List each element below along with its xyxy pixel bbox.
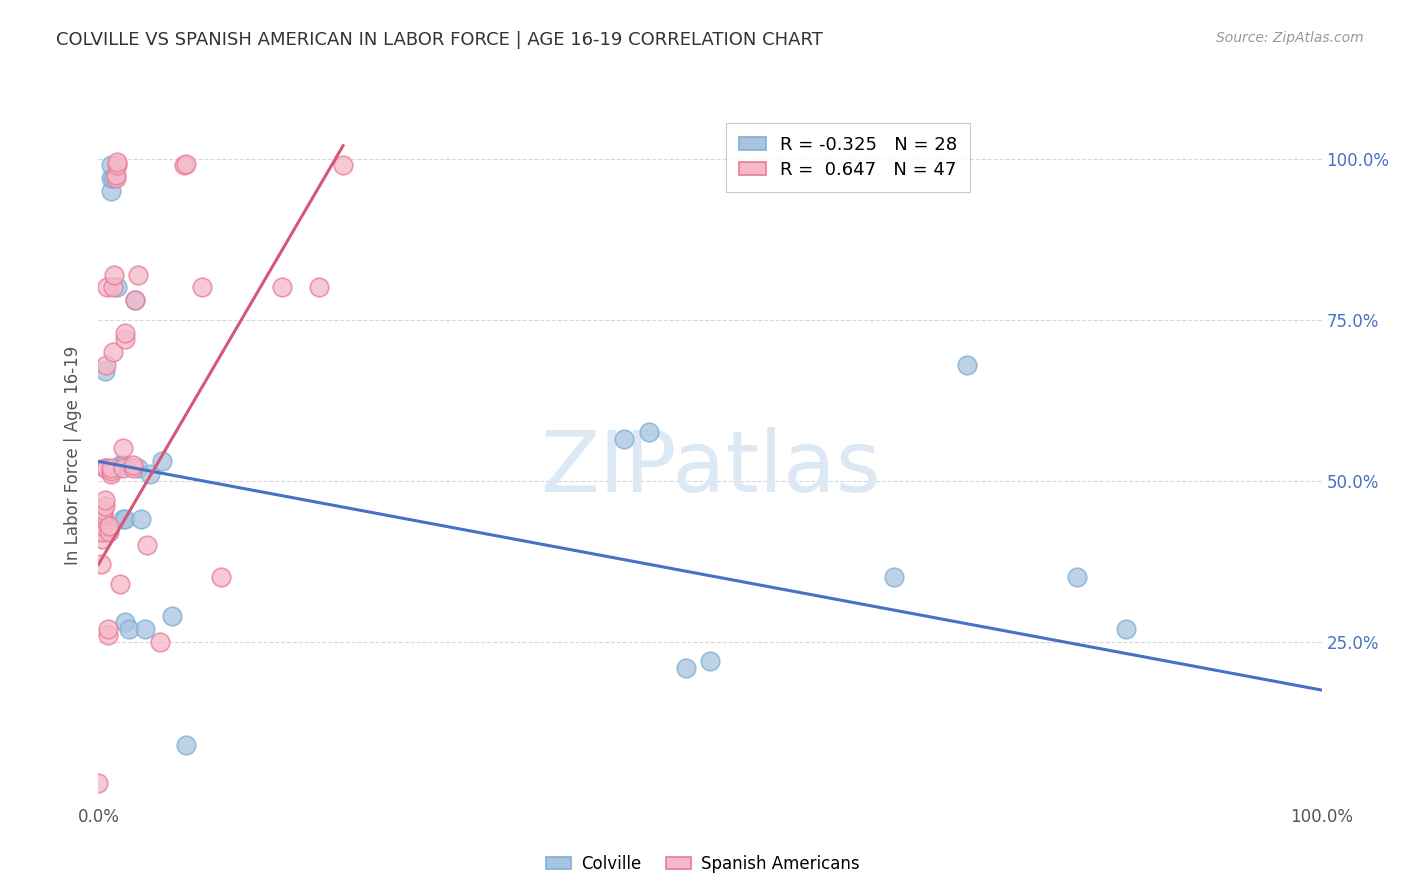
Point <box>93 364 115 378</box>
Point <box>91 518 114 533</box>
Point <box>173 158 195 172</box>
Point <box>638 425 661 440</box>
Point <box>98 525 121 540</box>
Point <box>191 280 214 294</box>
Point <box>105 154 128 169</box>
Point <box>104 168 127 182</box>
Point <box>956 358 979 372</box>
Point <box>111 458 134 472</box>
Point <box>94 358 117 372</box>
Text: COLVILLE VS SPANISH AMERICAN IN LABOR FORCE | AGE 16-19 CORRELATION CHART: COLVILLE VS SPANISH AMERICAN IN LABOR FO… <box>56 31 823 49</box>
Point <box>111 460 134 475</box>
Point <box>91 525 114 540</box>
Point <box>114 615 136 630</box>
Point <box>91 506 114 520</box>
Point <box>110 458 132 472</box>
Point <box>1115 622 1137 636</box>
Point <box>114 332 136 346</box>
Point <box>121 460 143 475</box>
Point <box>94 460 117 475</box>
Point <box>93 493 115 508</box>
Point <box>114 512 136 526</box>
Point <box>699 654 721 668</box>
Point <box>124 293 146 308</box>
Point <box>91 532 114 546</box>
Point <box>93 500 115 514</box>
Point <box>97 622 120 636</box>
Point <box>176 738 198 752</box>
Legend: Colville, Spanish Americans: Colville, Spanish Americans <box>540 848 866 880</box>
Text: ZIPatlas: ZIPatlas <box>540 427 880 510</box>
Point <box>308 280 330 294</box>
Point <box>100 184 122 198</box>
Point <box>124 293 146 308</box>
Point <box>129 512 152 526</box>
Point <box>883 570 905 584</box>
Point <box>93 460 115 475</box>
Point <box>100 158 122 172</box>
Point <box>114 326 136 340</box>
Point <box>209 570 232 584</box>
Point <box>111 442 134 456</box>
Point <box>100 467 122 482</box>
Point <box>100 170 122 185</box>
Point <box>160 609 183 624</box>
Point <box>111 512 134 526</box>
Point <box>96 280 118 294</box>
Point <box>332 158 354 172</box>
Point <box>127 268 149 282</box>
Point <box>97 628 120 642</box>
Point <box>118 622 141 636</box>
Point <box>87 776 110 790</box>
Point <box>91 509 114 524</box>
Point <box>1066 570 1088 584</box>
Point <box>98 518 121 533</box>
Point <box>91 502 114 516</box>
Point <box>149 634 172 648</box>
Point <box>104 170 127 185</box>
Point <box>101 280 124 294</box>
Point <box>134 622 156 636</box>
Point <box>103 268 125 282</box>
Point <box>136 538 159 552</box>
Point <box>100 464 122 478</box>
Point <box>91 512 114 526</box>
Point <box>100 460 122 475</box>
Point <box>90 558 112 572</box>
Point <box>110 576 132 591</box>
Point <box>127 460 149 475</box>
Point <box>150 454 173 468</box>
Y-axis label: In Labor Force | Age 16-19: In Labor Force | Age 16-19 <box>65 345 83 565</box>
Legend: R = -0.325   N = 28, R =  0.647   N = 47: R = -0.325 N = 28, R = 0.647 N = 47 <box>725 123 970 192</box>
Point <box>270 280 294 294</box>
Point <box>101 344 124 359</box>
Text: Source: ZipAtlas.com: Source: ZipAtlas.com <box>1216 31 1364 45</box>
Point <box>105 280 128 294</box>
Point <box>139 467 162 482</box>
Point <box>105 158 128 172</box>
Point <box>121 458 143 472</box>
Point <box>176 157 198 171</box>
Point <box>613 432 636 446</box>
Point <box>675 660 697 674</box>
Point <box>101 170 124 185</box>
